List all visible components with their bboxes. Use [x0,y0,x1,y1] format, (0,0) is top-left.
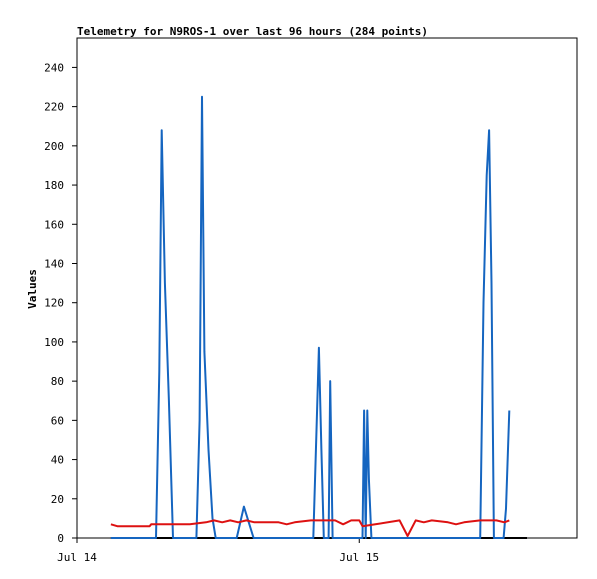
y-tick-label: 0 [57,532,64,545]
series-line [110,95,511,539]
y-tick-label: 120 [44,297,64,310]
series-line [110,519,510,537]
y-axis: 0 20 40 60 80 100 120 140 160 180 200 220 240 [44,61,77,545]
y-tick-label: 180 [44,179,64,192]
x-tick-label: Jul 15 [339,551,379,564]
series-group [110,95,527,539]
x-tick-label: Jul 14 [57,551,97,564]
y-axis-title: Values [26,269,39,309]
y-tick-label: 100 [44,336,64,349]
plot-area [76,37,578,539]
x-axis: Jul 14 Jul 15 [57,538,379,564]
y-tick-label: 140 [44,257,64,270]
y-tick-label: 80 [51,375,64,388]
y-tick-label: 200 [44,140,64,153]
y-tick-label: 60 [51,414,64,427]
y-tick-label: 40 [51,454,64,467]
y-tick-label: 220 [44,101,64,114]
y-tick-label: 160 [44,218,64,231]
y-tick-label: 240 [44,61,64,74]
chart-title: Telemetry for N9ROS-1 over last 96 hours… [77,25,428,38]
y-tick-label: 20 [51,493,64,506]
